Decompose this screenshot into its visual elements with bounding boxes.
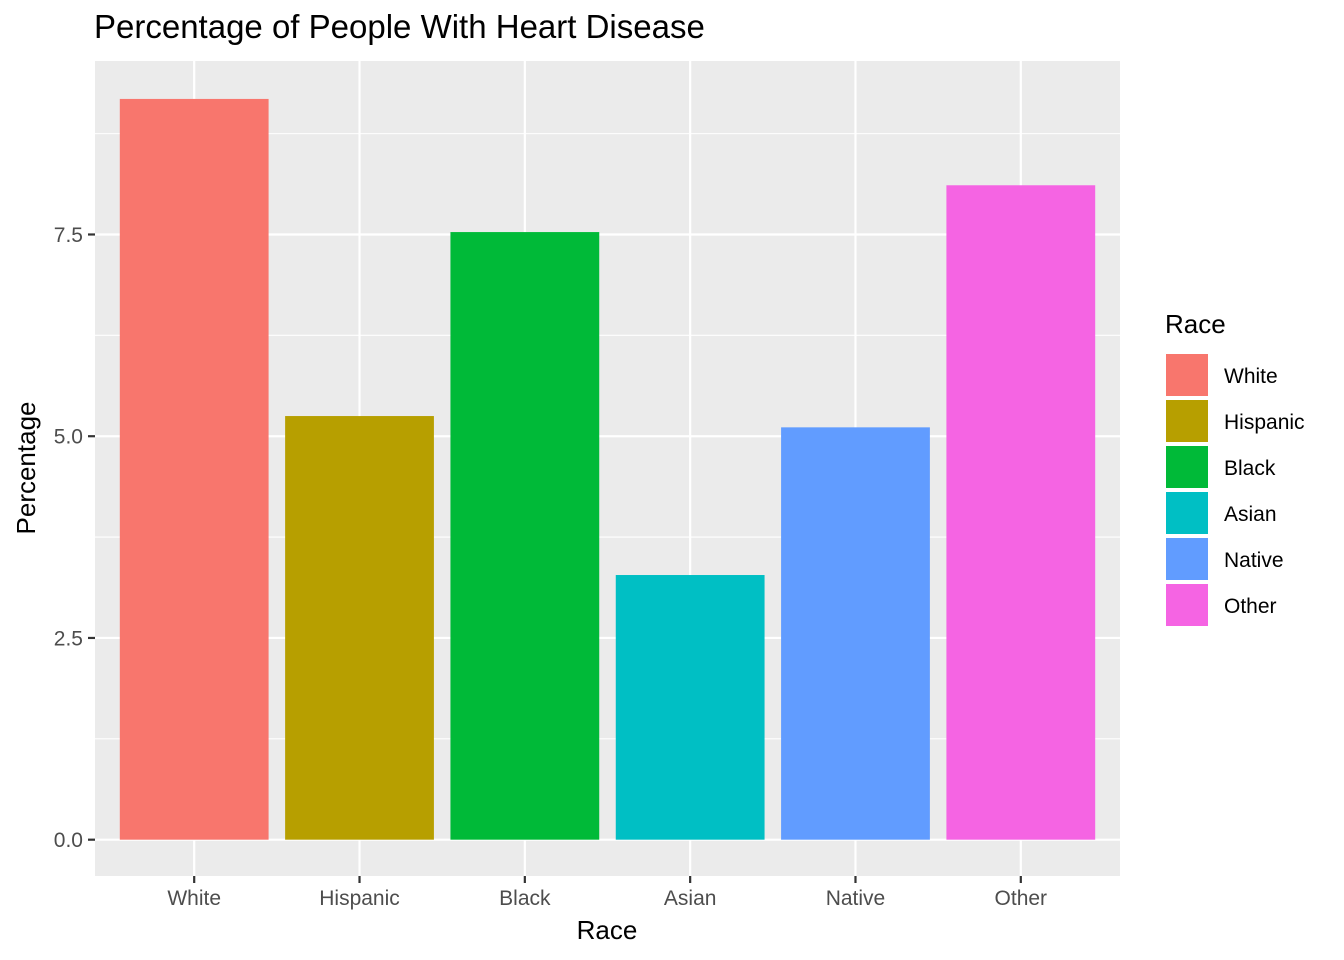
legend: Race White Hispanic Black Asian Native Other <box>1165 309 1305 626</box>
x-axis-title: Race <box>577 915 638 945</box>
bar-other <box>946 185 1096 840</box>
legend-label: Other <box>1224 595 1277 618</box>
x-tick-label: Other <box>995 887 1048 910</box>
y-tick-label: 0.0 <box>54 829 83 852</box>
legend-label: White <box>1224 365 1278 388</box>
bar-asian <box>615 575 765 840</box>
x-tick-label: White <box>167 887 221 910</box>
x-axis: White Hispanic Black Asian Native Other <box>167 876 1047 910</box>
legend-key-other <box>1166 584 1208 626</box>
y-axis: 0.0 2.5 5.0 7.5 <box>54 224 95 852</box>
legend-key-black <box>1166 446 1208 488</box>
x-tick-label: Native <box>826 887 886 910</box>
legend-key-hispanic <box>1166 400 1208 442</box>
legend-key-white <box>1166 354 1208 396</box>
legend-items: White Hispanic Black Asian Native Other <box>1166 354 1305 626</box>
bar-hispanic <box>285 416 434 840</box>
bar-native <box>781 427 930 840</box>
legend-key-asian <box>1166 492 1208 534</box>
chart-title: Percentage of People With Heart Disease <box>94 8 705 45</box>
bar-black <box>450 232 600 840</box>
y-axis-title: Percentage <box>11 402 41 535</box>
legend-label: Black <box>1224 457 1276 480</box>
legend-key-native <box>1166 538 1208 580</box>
x-tick-label: Black <box>499 887 551 910</box>
legend-title: Race <box>1165 309 1226 339</box>
x-tick-label: Asian <box>664 887 717 910</box>
bar-white <box>119 98 269 840</box>
y-tick-label: 2.5 <box>54 627 83 650</box>
y-tick-label: 7.5 <box>54 224 83 247</box>
legend-label: Asian <box>1224 503 1277 526</box>
bars <box>119 98 1096 840</box>
x-tick-label: Hispanic <box>319 887 400 910</box>
legend-label: Hispanic <box>1224 411 1305 434</box>
y-tick-label: 5.0 <box>54 426 83 449</box>
legend-label: Native <box>1224 549 1284 572</box>
